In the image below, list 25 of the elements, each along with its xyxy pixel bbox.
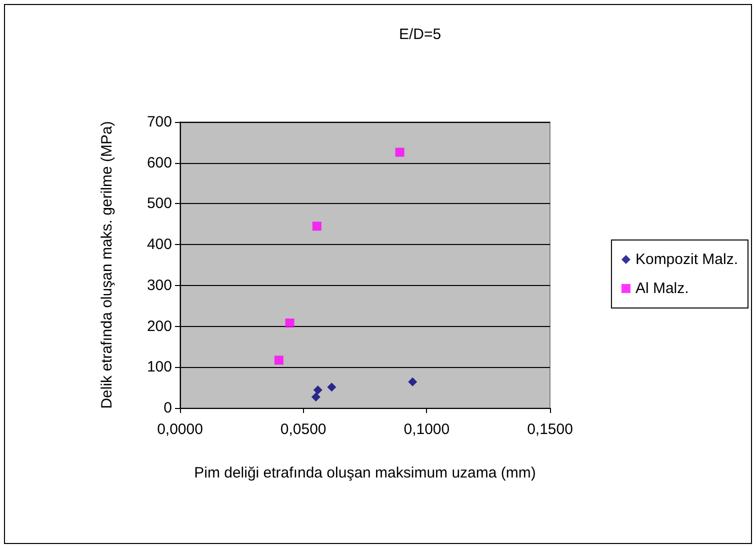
legend-label: Kompozit Malz.: [635, 251, 738, 268]
y-tick-label: 600: [146, 154, 172, 172]
point: [274, 356, 284, 365]
y-tick-label: 700: [146, 114, 172, 130]
x-tick-label: 0,0500: [280, 421, 326, 438]
point: [311, 392, 320, 402]
y-tick-label: 200: [146, 318, 172, 335]
y-tick-label: 0: [164, 400, 172, 416]
point: [285, 318, 294, 328]
y-tick-label: 300: [146, 276, 172, 294]
y-tick-label: 400: [146, 236, 172, 254]
y-tick-label: 500: [146, 195, 172, 212]
point: [313, 386, 322, 395]
x-tick-label: 0,1500: [527, 421, 573, 438]
x-axis-title: Pim deliği etrafında oluşan maksimum uzama (mm): [194, 464, 536, 482]
y-tick-label: 100: [146, 358, 172, 376]
x-tick-label: 0,0000: [157, 421, 203, 438]
point: [327, 382, 336, 392]
point: [312, 222, 322, 231]
x-tick-label: 0,1000: [404, 421, 450, 438]
legend-label: Al Malz.: [635, 280, 689, 297]
point: [408, 377, 418, 386]
y-axis-title: Delik etrafında oluşan maks. gerilme (MPa): [98, 121, 116, 409]
point: [395, 148, 404, 157]
chart-title: E/D=5: [398, 26, 442, 43]
